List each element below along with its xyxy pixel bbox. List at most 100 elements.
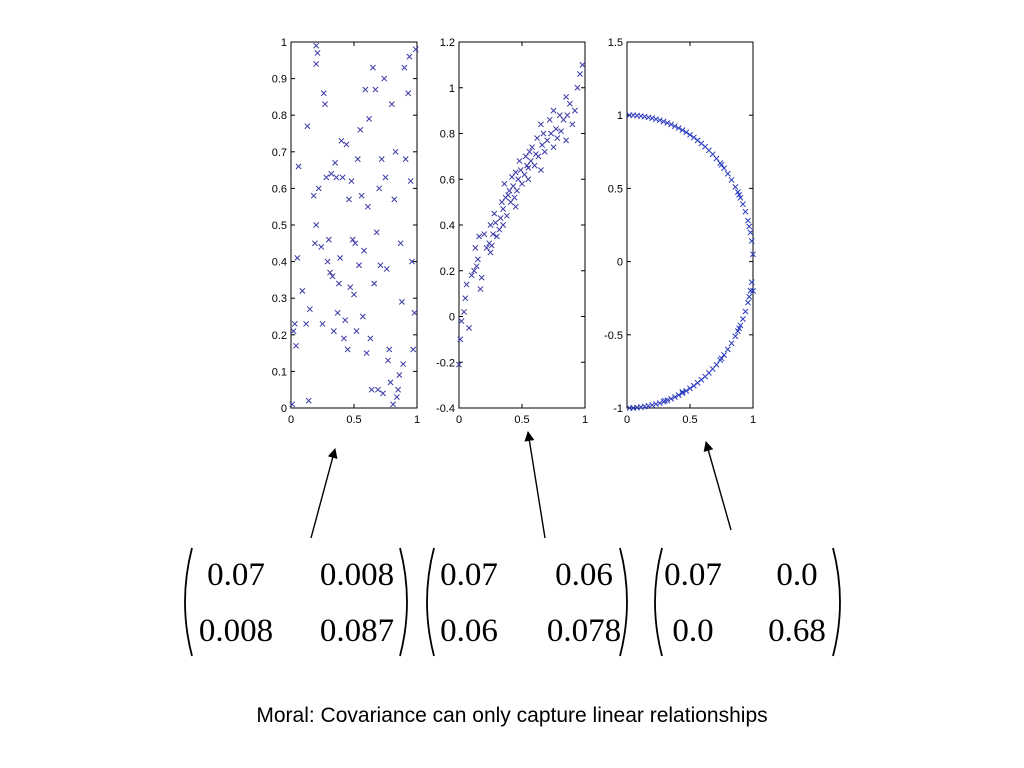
data-point-marker bbox=[462, 295, 469, 302]
data-point-marker bbox=[656, 400, 663, 406]
data-point-marker bbox=[405, 90, 412, 97]
y-tick-label: 0.4 bbox=[440, 220, 455, 232]
data-point-marker bbox=[334, 309, 341, 316]
data-point-marker bbox=[522, 153, 529, 160]
data-point-marker bbox=[563, 137, 570, 144]
data-point-marker bbox=[305, 397, 312, 404]
data-point-marker bbox=[314, 50, 321, 56]
data-point-marker bbox=[713, 155, 720, 162]
data-point-marker bbox=[553, 125, 559, 132]
data-point-marker bbox=[664, 120, 671, 126]
data-point-marker bbox=[748, 279, 755, 286]
data-point-marker bbox=[690, 382, 697, 389]
data-point-marker bbox=[668, 121, 675, 128]
data-point-marker bbox=[739, 316, 746, 322]
data-point-marker bbox=[357, 126, 364, 133]
data-point-marker bbox=[311, 240, 318, 247]
x-tick-label: 0 bbox=[456, 414, 462, 426]
data-point-marker bbox=[527, 157, 534, 164]
data-point-marker bbox=[402, 156, 409, 163]
matrix-entry: 0.008 bbox=[199, 613, 273, 649]
data-point-marker bbox=[736, 191, 743, 198]
y-tick-label: 1.2 bbox=[440, 37, 455, 49]
data-point-marker bbox=[339, 174, 346, 181]
matrix-entry: 0.68 bbox=[768, 613, 826, 649]
data-point-marker bbox=[295, 163, 302, 170]
y-tick-label: 0.6 bbox=[440, 174, 455, 186]
data-point-marker bbox=[544, 137, 551, 144]
data-point-marker bbox=[728, 340, 735, 347]
data-point-marker bbox=[343, 141, 350, 148]
y-tick-label: 0.2 bbox=[440, 266, 455, 278]
data-point-marker bbox=[303, 320, 310, 327]
data-point-marker bbox=[732, 183, 739, 190]
data-point-marker bbox=[291, 320, 298, 327]
data-point-marker bbox=[366, 115, 373, 122]
data-point-marker bbox=[320, 90, 327, 97]
data-point-marker bbox=[477, 286, 484, 293]
data-point-marker bbox=[461, 308, 467, 315]
data-point-marker bbox=[472, 244, 479, 251]
matrix-entry: 0.07 bbox=[440, 557, 498, 593]
data-point-marker bbox=[396, 372, 403, 379]
data-point-marker bbox=[481, 231, 488, 238]
data-point-marker bbox=[679, 390, 686, 397]
data-point-marker bbox=[661, 397, 668, 404]
y-tick-label: 0 bbox=[449, 312, 455, 324]
y-tick-label: 1 bbox=[281, 37, 287, 49]
data-point-marker bbox=[342, 317, 349, 324]
data-point-marker bbox=[304, 123, 311, 130]
matrix-entry: 0.06 bbox=[440, 613, 498, 649]
data-point-marker bbox=[746, 223, 753, 230]
data-point-marker bbox=[458, 318, 465, 325]
data-point-marker bbox=[500, 222, 507, 228]
data-point-marker bbox=[294, 254, 301, 261]
data-point-marker bbox=[737, 194, 744, 201]
data-point-marker bbox=[313, 222, 320, 228]
data-point-marker bbox=[529, 144, 536, 151]
matrix-entry: 0.0 bbox=[672, 613, 713, 649]
data-point-marker bbox=[310, 192, 317, 199]
data-point-marker bbox=[392, 148, 399, 155]
data-point-marker bbox=[381, 75, 388, 82]
scatter-plot-semicircle: 0 0.5 1 -1 -0.5 0 0.5 1 1.5 bbox=[604, 37, 756, 426]
data-point-marker bbox=[534, 135, 541, 142]
data-point-marker bbox=[327, 269, 334, 276]
data-point-marker bbox=[574, 84, 581, 91]
data-point-marker bbox=[535, 153, 542, 160]
covariance-matrix: 0.07 0.0 0.0 0.68 bbox=[654, 547, 841, 657]
data-point-marker bbox=[401, 64, 408, 71]
data-point-marker bbox=[318, 244, 325, 250]
data-point-marker bbox=[468, 272, 475, 279]
y-tick-label: 1 bbox=[617, 110, 623, 122]
data-point-marker bbox=[739, 201, 746, 208]
data-point-marker bbox=[412, 46, 419, 53]
data-point-marker bbox=[457, 336, 464, 343]
data-point-marker bbox=[335, 280, 342, 287]
annotation-arrows bbox=[310, 431, 732, 539]
data-point-marker bbox=[395, 386, 402, 393]
data-point-marker bbox=[563, 93, 570, 100]
data-point-marker bbox=[506, 187, 513, 194]
data-point-marker bbox=[675, 125, 682, 132]
data-point-marker bbox=[525, 164, 532, 171]
covariance-matrix: 0.07 0.06 0.06 0.078 bbox=[426, 547, 628, 657]
data-point-marker bbox=[503, 212, 510, 219]
data-point-marker bbox=[398, 298, 405, 305]
data-point-marker bbox=[514, 187, 520, 194]
data-point-marker bbox=[517, 167, 524, 174]
data-point-marker bbox=[519, 180, 525, 187]
data-point-marker bbox=[537, 167, 544, 174]
matrix-entry: 0.008 bbox=[320, 557, 394, 593]
y-tick-label: -0.4 bbox=[436, 403, 455, 415]
y-tick-label: 0.9 bbox=[272, 74, 287, 86]
data-point-marker bbox=[290, 328, 297, 335]
data-point-marker bbox=[747, 287, 754, 294]
data-point-marker bbox=[656, 117, 663, 124]
x-tick-label: 0.5 bbox=[346, 414, 361, 426]
data-point-marker bbox=[508, 174, 515, 180]
data-point-marker bbox=[721, 352, 727, 358]
y-tick-label: 0.4 bbox=[272, 257, 287, 269]
data-point-marker bbox=[496, 226, 503, 233]
